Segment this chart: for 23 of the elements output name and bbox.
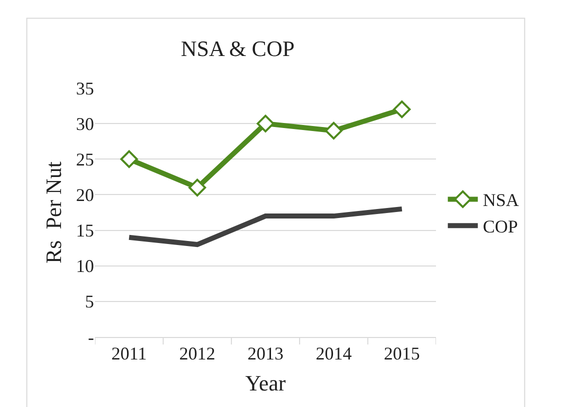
x-tick-label: 2013 (248, 344, 284, 364)
y-tick-label: 5 (85, 292, 94, 312)
legend-label: NSA (482, 190, 519, 210)
y-tick-label: 35 (76, 78, 94, 98)
y-tick-label: 15 (76, 220, 94, 241)
point (188, 178, 206, 196)
x-tick-label: 2014 (316, 344, 352, 364)
y-tick-label: 10 (76, 256, 94, 276)
legend-label: COP (482, 216, 518, 237)
y-tick-label: 30 (76, 114, 94, 134)
x-tick-label: 2015 (384, 344, 420, 364)
y-tick-label: - (88, 327, 94, 348)
y-axis-title: Rs Per Nut (40, 161, 66, 264)
x-tick-label: 2012 (179, 344, 216, 364)
point (393, 100, 411, 118)
point (120, 150, 138, 168)
y-tick-label: 20 (76, 185, 94, 206)
x-tick-label: 2011 (111, 344, 147, 364)
x-axis-title: Year (245, 370, 286, 396)
y-tick-label: 25 (76, 149, 94, 170)
point (256, 114, 274, 132)
chart-title: NSA & COP (180, 36, 295, 62)
point (324, 122, 342, 140)
